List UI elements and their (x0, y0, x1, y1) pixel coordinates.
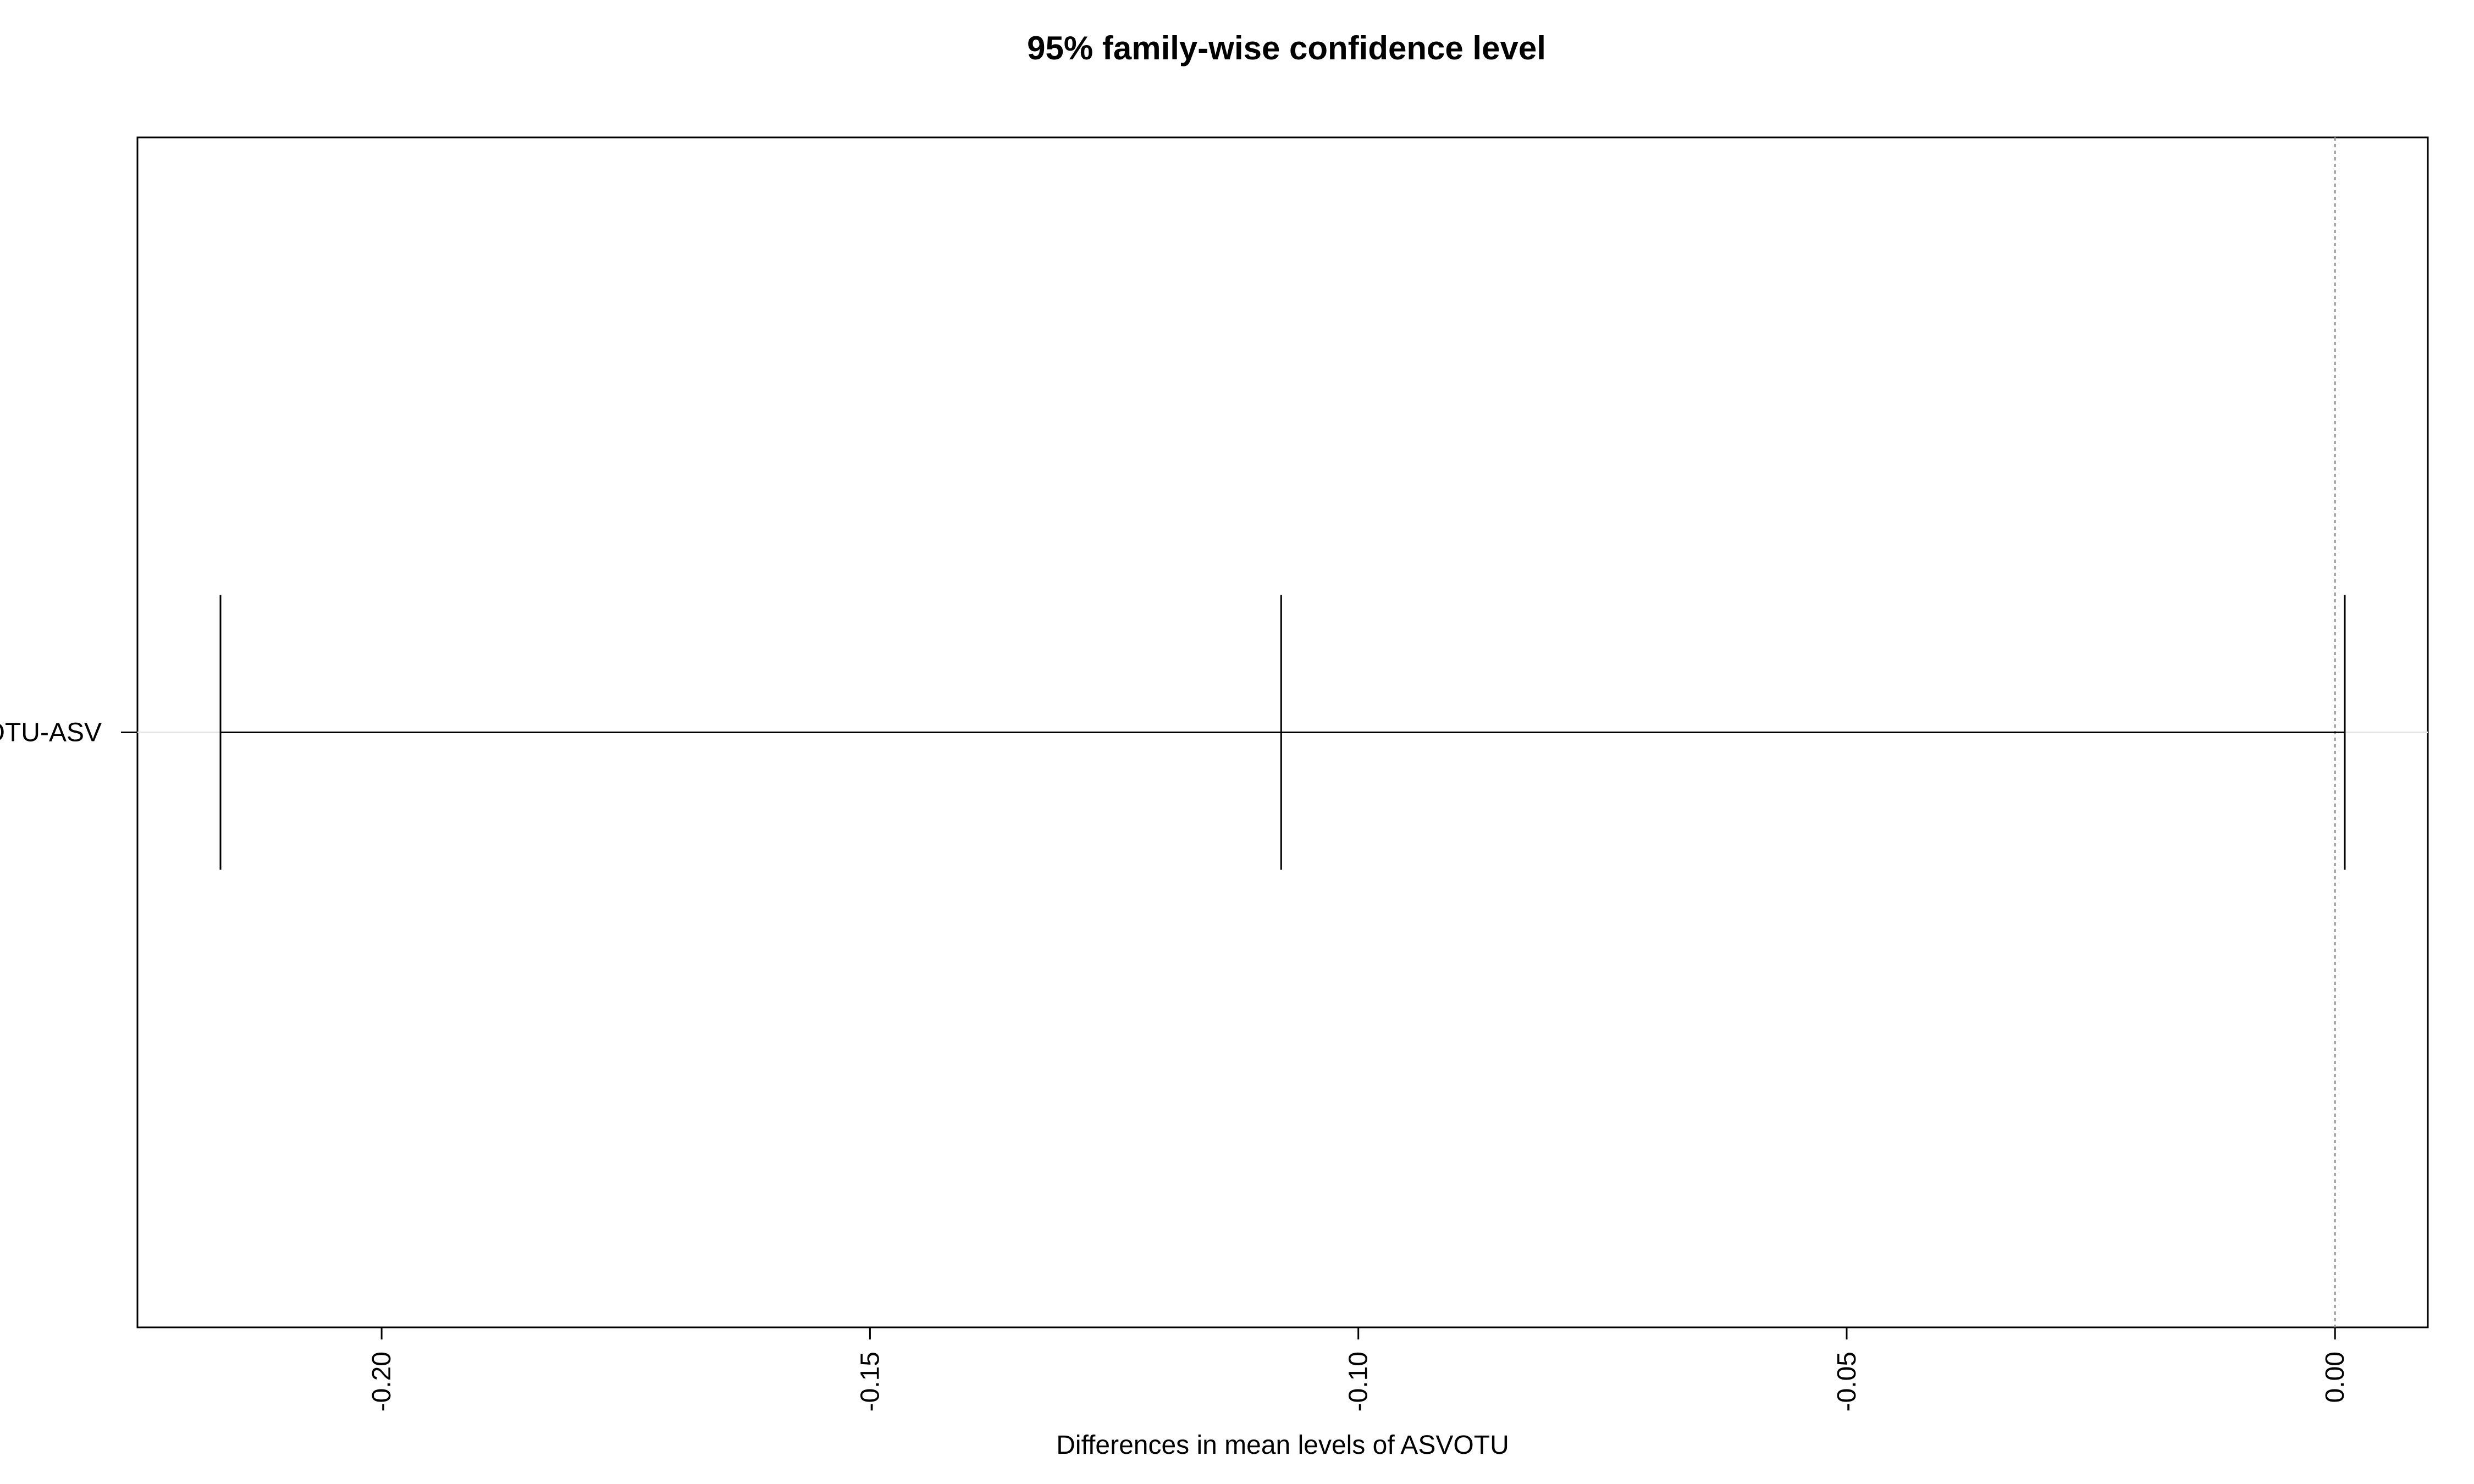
x-tick-label: 0.00 (2321, 1352, 2350, 1403)
chart-title: 95% family-wise confidence level (1027, 30, 1546, 67)
interval-group (219, 595, 2346, 870)
x-tick-label: -0.15 (855, 1352, 885, 1411)
x-tick-label: -0.10 (1344, 1352, 1373, 1411)
x-axis: -0.20 -0.15 -0.10 -0.05 0.00 (367, 1327, 2350, 1411)
x-tick-label: -0.05 (1832, 1352, 1862, 1411)
x-axis-label: Differences in mean levels of ASVOTU (1056, 1431, 1509, 1460)
y-axis: OTU-ASV (0, 718, 137, 747)
y-tick-label: OTU-ASV (0, 718, 102, 747)
x-tick-label: -0.20 (367, 1352, 396, 1411)
